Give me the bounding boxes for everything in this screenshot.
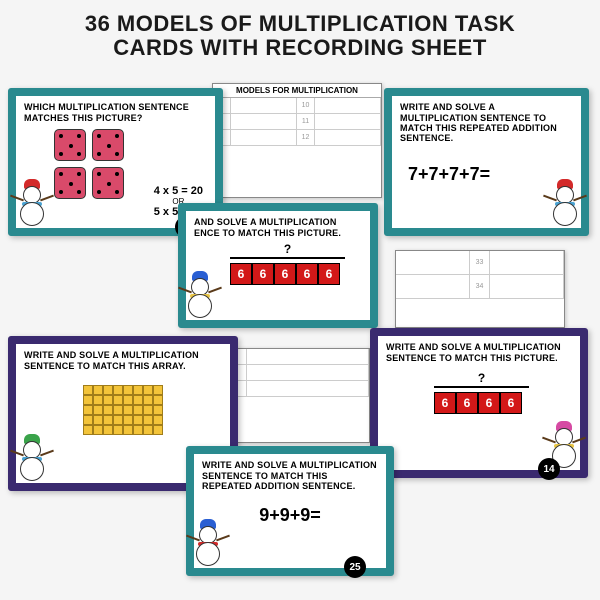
- card-prompt: WRITE AND SOLVE A MULTIPLICATION SENTENC…: [400, 102, 573, 143]
- snowman-icon: [196, 519, 220, 566]
- card-prompt: WRITE AND SOLVE A MULTIPLICATION SENTENC…: [202, 460, 378, 491]
- card-prompt: WRITE AND SOLVE A MULTIPLICATION SENTENC…: [386, 342, 572, 363]
- question-mark: ?: [434, 371, 529, 385]
- sheet-title: MODELS FOR MULTIPLICATION: [213, 84, 381, 98]
- task-card-mid: AND SOLVE A MULTIPLICATION ENCE TO MATCH…: [178, 203, 378, 328]
- card-stage: MODELS FOR MULTIPLICATION 110 211 312 WH…: [0, 68, 600, 588]
- equation-1: 4 x 5 = 20: [154, 185, 203, 197]
- question-mark: ?: [230, 242, 345, 256]
- snowman-icon: [553, 179, 577, 226]
- page-title: 36 MODELS OF MULTIPLICATION TASK CARDS W…: [0, 0, 600, 68]
- recording-sheet-2: 33 34: [395, 250, 565, 328]
- equation: 9+9+9=: [202, 505, 378, 526]
- snowman-icon: [188, 271, 212, 318]
- card-prompt-a: AND SOLVE A MULTIPLICATION: [194, 217, 362, 227]
- task-card-25: WRITE AND SOLVE A MULTIPLICATION SENTENC…: [186, 446, 394, 576]
- card-prompt: WHICH MULTIPLICATION SENTENCE MATCHES TH…: [24, 102, 207, 123]
- task-card-14: WRITE AND SOLVE A MULTIPLICATION SENTENC…: [370, 328, 588, 478]
- array-grid: [83, 385, 163, 435]
- title-line2: CARDS WITH RECORDING SHEET: [20, 36, 580, 60]
- card-prompt-b: ENCE TO MATCH THIS PICTURE.: [194, 228, 362, 238]
- equation: 7+7+7+7=: [408, 164, 573, 185]
- card-number-badge: 25: [344, 556, 366, 578]
- card-number-badge: 14: [538, 458, 560, 480]
- number-boxes: 6 6 6 6: [434, 392, 529, 414]
- snowman-icon: [20, 179, 44, 226]
- number-boxes: 6 6 6 6 6: [230, 263, 345, 285]
- title-line1: 36 MODELS OF MULTIPLICATION TASK: [20, 12, 580, 36]
- recording-sheet-1: MODELS FOR MULTIPLICATION 110 211 312: [212, 83, 382, 198]
- snowman-icon: [20, 434, 44, 481]
- recording-sheet-3: [230, 348, 370, 443]
- task-card-top-right: WRITE AND SOLVE A MULTIPLICATION SENTENC…: [384, 88, 589, 236]
- card-prompt: WRITE AND SOLVE A MULTIPLICATION SENTENC…: [24, 350, 222, 371]
